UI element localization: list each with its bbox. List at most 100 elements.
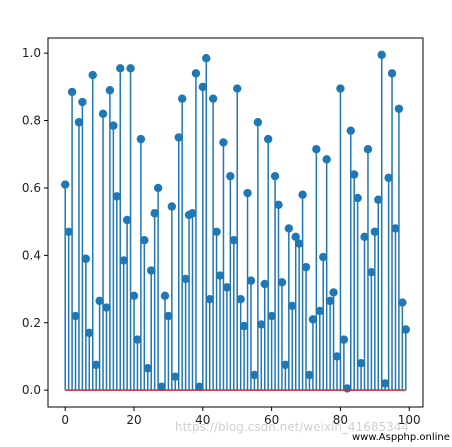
axes-frame xyxy=(47,37,424,408)
stem-marker xyxy=(243,188,252,198)
stem-marker xyxy=(329,288,338,297)
stem-marker xyxy=(215,271,225,280)
x-tick-label: 100 xyxy=(398,413,421,427)
stem-marker xyxy=(133,335,142,344)
stem-marker xyxy=(171,372,180,381)
stem-marker xyxy=(374,195,383,204)
stem-marker xyxy=(167,202,177,211)
stem-marker xyxy=(353,193,362,203)
stem-marker xyxy=(356,358,366,368)
stem-marker xyxy=(367,268,376,277)
stem-marker xyxy=(349,170,359,179)
stem-marker xyxy=(208,94,218,103)
stem-marker xyxy=(126,64,135,73)
stem-marker xyxy=(380,379,390,388)
stem-marker xyxy=(91,360,101,370)
stem-marker xyxy=(277,278,287,287)
stem-marker xyxy=(74,118,84,127)
stem-marker xyxy=(398,298,407,307)
stem-marker xyxy=(157,382,166,391)
stem-marker xyxy=(64,227,73,236)
stem-marker xyxy=(363,145,373,154)
stem-marker xyxy=(143,364,152,373)
stem-marker xyxy=(270,171,280,181)
stem-marker xyxy=(153,183,163,193)
stem-marker xyxy=(377,50,386,60)
stem-marker xyxy=(229,235,238,245)
stem-marker xyxy=(136,134,146,144)
stem-marker xyxy=(122,215,132,225)
stem-marker xyxy=(105,86,115,95)
y-tick-label: 1.0 xyxy=(22,46,41,60)
stem-marker xyxy=(88,70,97,80)
stem-marker xyxy=(116,64,125,73)
stem-marker xyxy=(346,126,355,135)
stem-marker xyxy=(308,315,318,324)
stem-marker xyxy=(288,301,297,311)
stem-marker xyxy=(253,118,263,127)
stem-marker xyxy=(71,311,80,321)
stem-marker xyxy=(336,84,345,93)
stem-marker xyxy=(195,382,204,391)
stem-marker xyxy=(391,224,400,233)
stem-marker xyxy=(98,109,108,119)
stem-marker xyxy=(322,155,331,164)
stem-marker xyxy=(177,94,187,103)
stem-marker xyxy=(95,296,104,306)
stem-marker xyxy=(343,384,352,393)
stem-marker xyxy=(246,276,256,285)
y-tick-label: 0.2 xyxy=(22,316,41,330)
stem-marker xyxy=(102,303,111,312)
axes-layer: 0 20 40 60 80 100 0.0 0.2 0.4 0.6 0.8 1.0 xyxy=(22,37,424,427)
watermark-site: www.Aspphp.online xyxy=(352,432,450,443)
stem-marker xyxy=(239,321,249,331)
stem-marker xyxy=(263,134,273,144)
stem-marker xyxy=(85,328,94,338)
stem-marker xyxy=(202,54,211,63)
stem-marker xyxy=(160,291,170,300)
stem-marker xyxy=(129,291,139,300)
plot-area xyxy=(61,50,410,393)
stem-marker xyxy=(274,200,283,210)
stem-marker xyxy=(119,256,128,265)
stem-marker xyxy=(260,279,269,289)
stem-marker xyxy=(294,239,304,248)
stem-marker xyxy=(140,235,149,245)
stem-marker xyxy=(267,311,276,321)
stem-marker xyxy=(305,370,314,380)
stem-marker xyxy=(281,360,290,370)
x-tick-label: 80 xyxy=(333,413,348,427)
stem-marker xyxy=(319,252,328,262)
stem-marker xyxy=(181,274,190,284)
stem-marker xyxy=(384,173,393,183)
stem-marker xyxy=(205,294,214,304)
stem-marker xyxy=(312,145,321,154)
stem-marker xyxy=(250,370,259,380)
stem-marker xyxy=(150,209,159,218)
y-tick-label: 0.6 xyxy=(22,181,41,195)
x-tick-label: 20 xyxy=(126,413,141,427)
stem-marker xyxy=(233,84,242,93)
stem-marker xyxy=(325,296,335,306)
stem-marker xyxy=(332,352,342,361)
stem-marker xyxy=(257,320,266,329)
stem-marker xyxy=(370,227,380,236)
stem-marker xyxy=(222,283,232,292)
stem-marker xyxy=(219,138,228,147)
stem-marker xyxy=(188,209,197,218)
stem-marker xyxy=(226,171,235,181)
stem-marker xyxy=(81,254,91,263)
stem-marker xyxy=(339,335,349,344)
watermark-text: https://blog.csdn.net/weixin_41685344 xyxy=(175,420,410,434)
stem-marker xyxy=(112,192,122,201)
stem-marker xyxy=(394,104,404,113)
stem-marker xyxy=(164,311,173,321)
stem-marker xyxy=(315,306,324,316)
stem-marker xyxy=(401,325,410,334)
stem-marker xyxy=(291,232,300,242)
x-tick-label: 40 xyxy=(195,413,210,427)
x-tick-label: 0 xyxy=(61,413,69,427)
y-tick-label: 0.8 xyxy=(22,114,41,128)
stem-marker xyxy=(78,97,87,107)
